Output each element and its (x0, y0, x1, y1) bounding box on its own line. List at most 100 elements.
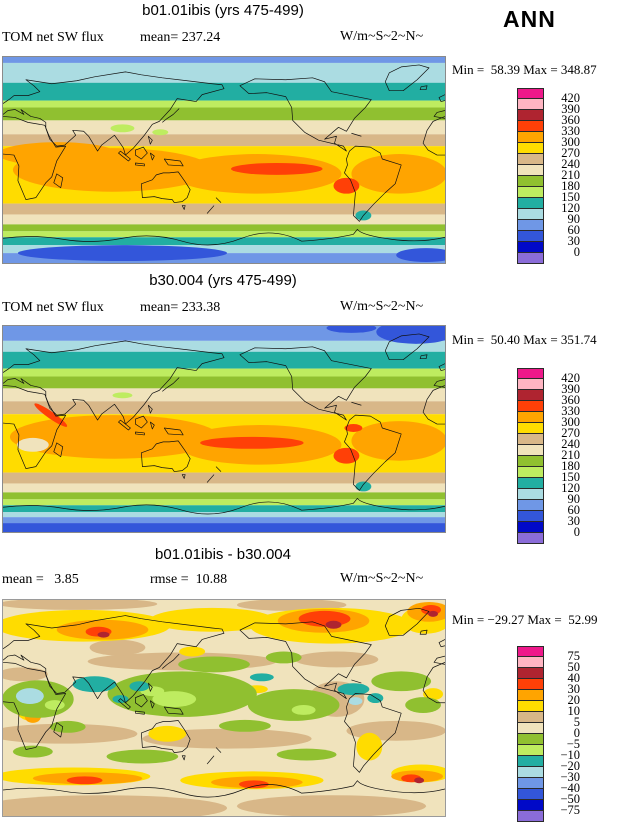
colorbar-tick-label: 420 (561, 91, 580, 105)
colorbar-tick-label: −30 (560, 770, 580, 784)
colorbar-tick-label: 75 (567, 649, 581, 663)
colorbar-cell (517, 209, 544, 220)
colorbar-cell (517, 154, 544, 165)
colorbar-cell (517, 811, 544, 822)
colorbar-tick-label: 120 (561, 201, 580, 215)
colorbar-tick-label: 60 (567, 223, 581, 237)
colorbar-cell (517, 657, 544, 668)
colorbar-cell (517, 734, 544, 745)
colorbar-tick-label: 420 (561, 371, 580, 385)
colorbar-cell (517, 434, 544, 445)
colorbar-tick-label: 120 (561, 481, 580, 495)
colorbar-tick-label: 210 (561, 448, 580, 462)
colorbar-cell (517, 176, 544, 187)
panel2-map (2, 325, 446, 533)
colorbar-tick-label: 20 (567, 693, 581, 707)
colorbar-tick-label: 90 (567, 212, 581, 226)
colorbar-cell (517, 110, 544, 121)
colorbar-tick-label: 240 (561, 437, 580, 451)
colorbar-cell (517, 187, 544, 198)
colorbar-tick-label: 30 (567, 682, 581, 696)
colorbar-tick-label: 0 (573, 726, 580, 740)
panel2-colorbar-labels: 420 390 360 330 300 270 240 210 180 150 120 90 60 30 0 (546, 371, 581, 539)
panel3-title: b01.01ibis - b30.004 (155, 546, 291, 563)
colorbar-cell (517, 412, 544, 423)
panel1-mean-stat: mean= 237.24 (140, 30, 221, 45)
colorbar-tick-label: 240 (561, 157, 580, 171)
colorbar-cell (517, 646, 544, 657)
panel3-colorbar-cells (517, 646, 544, 822)
colorbar-tick-label: 270 (561, 146, 580, 160)
colorbar-tick-label: 210 (561, 168, 580, 182)
season-label: ANN (503, 6, 556, 32)
colorbar-tick-label: −5 (566, 737, 580, 751)
panel2-units-label: W/m~S~2~N~ (340, 299, 424, 314)
panel2-minmax: Min = 50.40 Max = 351.74 (452, 332, 597, 347)
panel2-variable-label: TOM net SW flux (2, 300, 104, 315)
panel1-units-label: W/m~S~2~N~ (340, 29, 424, 44)
colorbar-tick-label: −40 (560, 781, 580, 795)
colorbar-cell (517, 701, 544, 712)
panel3-map (2, 599, 446, 817)
colorbar-tick-label: 330 (561, 404, 580, 418)
colorbar-cell (517, 756, 544, 767)
colorbar-tick-label: 330 (561, 124, 580, 138)
panel1-minmax: Min = 58.39 Max = 348.87 (452, 62, 597, 77)
colorbar-cell (517, 522, 544, 533)
colorbar-cell (517, 456, 544, 467)
colorbar-tick-label: 10 (567, 704, 581, 718)
colorbar-cell (517, 489, 544, 500)
colorbar-cell (517, 511, 544, 522)
colorbar-cell (517, 712, 544, 723)
colorbar-cell (517, 800, 544, 811)
colorbar-cell (517, 132, 544, 143)
colorbar-cell (517, 368, 544, 379)
colorbar-tick-label: 180 (561, 459, 580, 473)
colorbar-tick-label: 30 (567, 514, 581, 528)
colorbar-cell (517, 165, 544, 176)
panel1-colorbar: 420 390 360 330 300 270 240 210 180 150 120 90 60 30 0 (517, 88, 580, 264)
panel2-map-art (3, 326, 445, 532)
panel3-mean-stat: mean = 3.85 (2, 572, 79, 587)
colorbar-cell (517, 478, 544, 489)
colorbar-cell (517, 723, 544, 734)
panel2-title: b30.004 (yrs 475-499) (149, 272, 297, 289)
colorbar-cell (517, 121, 544, 132)
colorbar-cell (517, 679, 544, 690)
colorbar-cell (517, 533, 544, 544)
colorbar-cell (517, 198, 544, 209)
colorbar-tick-label: 300 (561, 415, 580, 429)
panel3-rmse-stat: rmse = 10.88 (150, 572, 228, 587)
colorbar-cell (517, 445, 544, 456)
panel1-colorbar-cells (517, 88, 544, 264)
panel2-colorbar: 420 390 360 330 300 270 240 210 180 150 120 90 60 30 0 (517, 368, 580, 544)
colorbar-cell (517, 88, 544, 99)
colorbar-tick-label: −75 (560, 803, 580, 817)
colorbar-tick-label: 180 (561, 179, 580, 193)
colorbar-tick-label: 390 (561, 382, 580, 396)
colorbar-cell (517, 690, 544, 701)
colorbar-tick-label: 360 (561, 113, 580, 127)
colorbar-cell (517, 143, 544, 154)
panel1-map (2, 56, 446, 264)
colorbar-cell (517, 745, 544, 756)
colorbar-cell (517, 231, 544, 242)
colorbar-cell (517, 390, 544, 401)
colorbar-cell (517, 767, 544, 778)
colorbar-cell (517, 220, 544, 231)
colorbar-cell (517, 401, 544, 412)
colorbar-cell (517, 99, 544, 110)
panel2-colorbar-cells (517, 368, 544, 544)
panel1-title: b01.01ibis (yrs 475-499) (142, 2, 304, 19)
panel3-map-art (3, 600, 445, 816)
colorbar-tick-label: 5 (573, 715, 580, 729)
panel1-colorbar-labels: 420 390 360 330 300 270 240 210 180 150 120 90 60 30 0 (546, 91, 581, 259)
colorbar-tick-label: 390 (561, 102, 580, 116)
colorbar-cell (517, 789, 544, 800)
colorbar-cell (517, 242, 544, 253)
colorbar-tick-label: 30 (567, 234, 581, 248)
colorbar-tick-label: −10 (560, 748, 580, 762)
panel3-colorbar: 75 50 40 30 20 10 5 0 −5 −10 −20 −30 −40 −50 −75 (517, 646, 580, 822)
colorbar-tick-label: 150 (561, 190, 580, 204)
